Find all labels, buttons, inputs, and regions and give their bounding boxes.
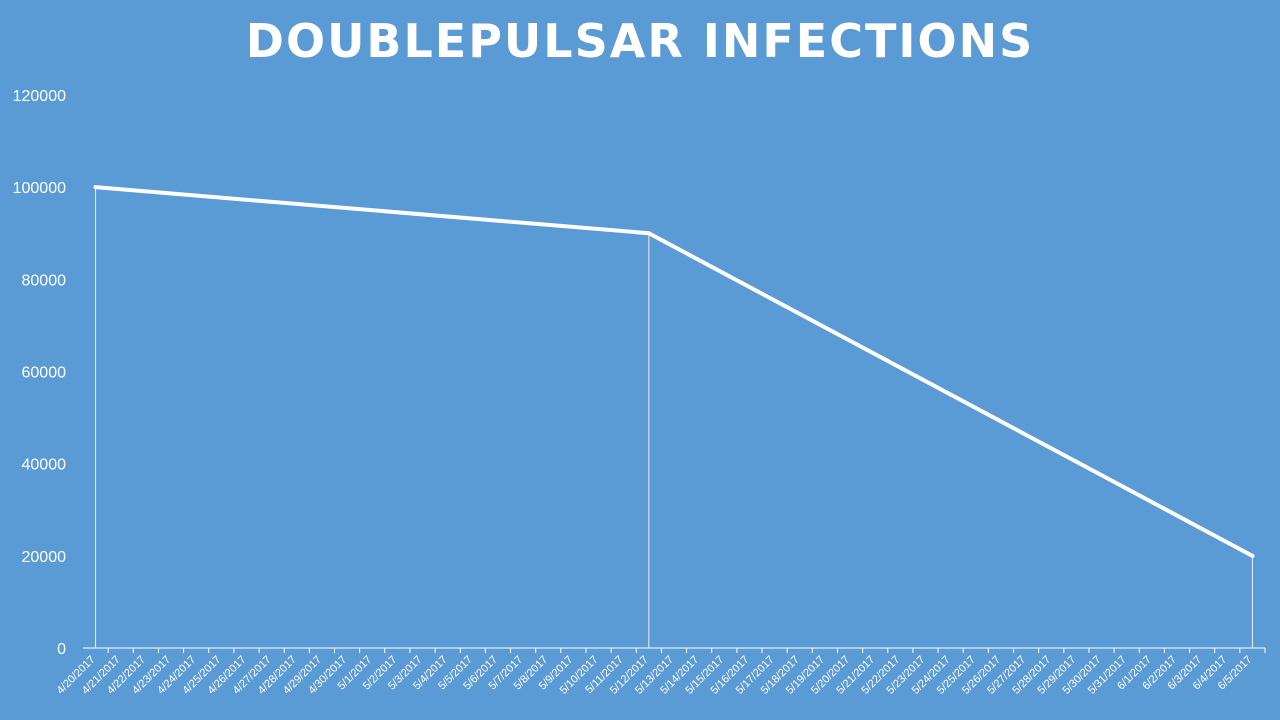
data-point <box>93 185 98 190</box>
y-tick-label: 60000 <box>22 365 67 382</box>
data-point <box>646 231 651 236</box>
chart-title: DOUBLEPULSAR INFECTIONS <box>245 14 1035 68</box>
data-point <box>1250 553 1255 558</box>
y-tick-label: 0 <box>57 641 66 658</box>
y-tick-label: 100000 <box>13 180 66 197</box>
y-tick-label: 80000 <box>22 272 67 289</box>
y-tick-label: 20000 <box>22 549 67 566</box>
y-tick-label: 120000 <box>13 88 66 105</box>
series-line <box>93 185 1255 558</box>
y-tick-label: 40000 <box>22 457 67 474</box>
